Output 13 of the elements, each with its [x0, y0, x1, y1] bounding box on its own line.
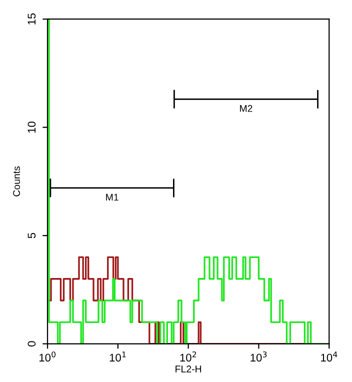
x-tick-label: 10$^{4}$ — [321, 352, 338, 362]
y-tick-label: 5 — [28, 232, 36, 238]
x-tick-label: 10$^{2}$ — [180, 351, 196, 362]
x-axis-title: FL2-H — [176, 366, 202, 372]
y-axis-title: Counts — [13, 166, 20, 196]
series-label: M2 — [240, 105, 252, 112]
y-tick-label: 0 — [28, 341, 36, 346]
x-tick-label: 10$^{0}$ — [39, 351, 56, 362]
x-tick-label: 10$^{1}$ — [110, 352, 126, 362]
y-tick-label: 15 — [28, 13, 36, 24]
y-tick-label: 10 — [28, 122, 36, 133]
x-tick-label: 10$^{3}$ — [250, 351, 267, 362]
series-label: M1 — [106, 194, 118, 201]
